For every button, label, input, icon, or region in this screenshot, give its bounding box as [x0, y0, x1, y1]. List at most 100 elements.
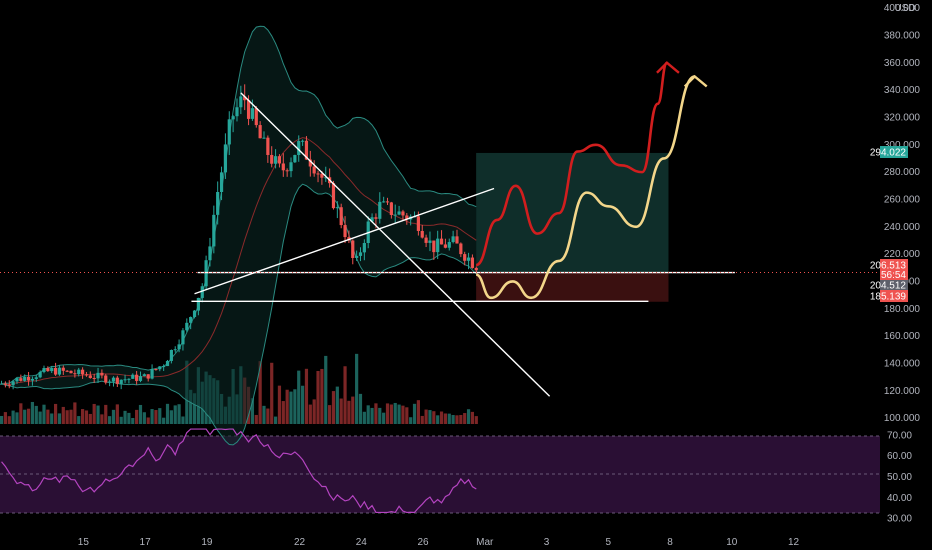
candle-body: [397, 211, 401, 215]
price-axis-tick: 260.000: [884, 194, 921, 205]
ascending-trendline: [194, 187, 495, 295]
volume-bar: [416, 400, 420, 424]
volume-bar: [111, 409, 116, 424]
candle-body: [470, 257, 475, 268]
time-axis-tick: 15: [78, 537, 90, 548]
candle-body: [320, 173, 324, 178]
candle-body: [119, 379, 123, 384]
candle-body: [432, 240, 436, 253]
candle-body: [324, 177, 328, 179]
volume-bar: [393, 402, 397, 424]
volume-bar: [15, 412, 19, 424]
candle-body: [312, 166, 316, 174]
bollinger-fill: [1, 26, 477, 445]
volume-bar: [88, 413, 92, 424]
candle-body: [111, 377, 116, 382]
candle-body: [474, 267, 478, 271]
candle-body: [355, 255, 359, 258]
candle-body: [416, 216, 420, 231]
candle-body: [382, 201, 386, 203]
candle-body: [297, 140, 301, 156]
volume-bar: [474, 416, 478, 424]
volume-bar: [439, 411, 444, 424]
volume-bar: [115, 404, 119, 424]
price-axis-tick: 100.000: [884, 413, 921, 424]
price-tag: [880, 146, 908, 158]
rsi-pane: [0, 435, 880, 514]
candle-body: [308, 159, 312, 167]
candle-body: [26, 376, 31, 381]
volume-bar: [165, 403, 170, 424]
candle-body: [227, 119, 231, 145]
projected-path-red: [475, 61, 669, 267]
volume-bar: [362, 411, 366, 424]
volume-bar: [73, 402, 77, 424]
volume-bar: [192, 393, 197, 424]
candle-body: [362, 243, 366, 253]
time-axis-tick: 17: [140, 537, 152, 548]
candle-body: [73, 373, 77, 375]
candle-body: [173, 349, 177, 351]
volume-bar: [470, 411, 475, 424]
volume-bar: [30, 401, 35, 424]
volume-bar: [266, 408, 270, 424]
candle-body: [273, 156, 278, 164]
volume-bar: [405, 407, 409, 424]
volume-bar: [181, 416, 185, 424]
time-axis-tick: 12: [788, 537, 800, 548]
candle-body: [401, 211, 405, 216]
candle-body: [192, 310, 197, 318]
candle-body: [92, 377, 96, 379]
candle-body: [243, 96, 247, 101]
candle-body: [378, 201, 382, 219]
volume-bar: [351, 396, 355, 424]
volume-bar: [328, 405, 332, 424]
candle-body: [115, 377, 119, 384]
volume-bar: [135, 409, 139, 424]
candle-body: [11, 381, 15, 386]
candle-body: [374, 217, 378, 219]
candle-body: [50, 367, 54, 372]
volume-bar: [320, 368, 324, 424]
price-axis-tick: 240.000: [884, 222, 921, 233]
candle-body: [293, 155, 297, 163]
candle-body: [15, 378, 19, 382]
volume-bar: [42, 404, 46, 424]
candle-body: [185, 322, 189, 331]
price-axis-tick: 340.000: [884, 85, 921, 96]
candle-body: [285, 170, 289, 172]
time-axis-tick: 19: [201, 537, 213, 548]
time-axis-tick: 5: [605, 537, 611, 548]
volume-bar: [96, 405, 100, 424]
candle-body: [439, 238, 444, 245]
countdown-label: 56:54: [881, 270, 906, 281]
rsi-axis-tick: 70.00: [887, 430, 912, 441]
candle-body: [424, 237, 428, 243]
volume-bar: [428, 410, 432, 424]
volume-bar: [189, 389, 193, 424]
candle-body: [262, 137, 266, 139]
candle-body: [258, 125, 262, 139]
volume-bar: [420, 415, 424, 424]
price-axis-tick: 180.000: [884, 304, 921, 315]
candle-body: [0, 383, 4, 385]
volume-bar: [50, 413, 54, 424]
candle-body: [53, 367, 58, 375]
candle-body: [135, 374, 139, 381]
volume-bar: [138, 404, 143, 424]
candle-body: [96, 372, 100, 379]
price-tag-label: 206.513: [870, 261, 907, 272]
volume-bar: [57, 413, 62, 424]
rsi-line: [1, 428, 477, 514]
volume-bar: [23, 409, 27, 424]
candle-body: [443, 244, 448, 248]
candle-body: [38, 371, 42, 378]
candle-body: [216, 192, 220, 215]
price-tag: [880, 279, 908, 291]
candle-body: [351, 240, 355, 258]
candle-body: [150, 368, 154, 379]
volume-bar: [108, 416, 112, 424]
volume-bar: [463, 413, 467, 424]
volume-bar: [335, 386, 339, 424]
